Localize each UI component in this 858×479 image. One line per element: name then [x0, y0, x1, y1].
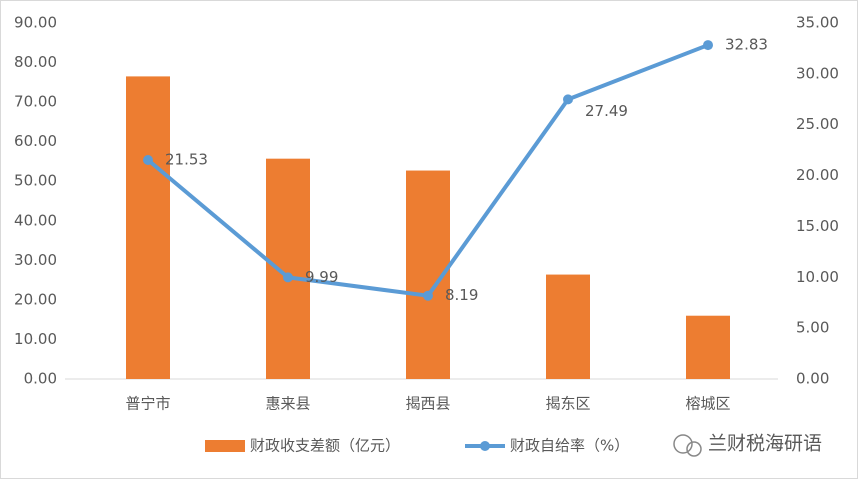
watermark-icon	[673, 434, 693, 454]
y-tick-label: 20.00	[14, 290, 57, 308]
y2-tick-label: 15.00	[796, 217, 839, 235]
watermark: 兰财税海研语	[708, 433, 822, 455]
y-tick-label: 90.00	[14, 14, 57, 32]
legend-swatch	[480, 441, 490, 451]
legend-swatch	[205, 440, 245, 452]
y-tick-label: 80.00	[14, 53, 57, 71]
y-tick-label: 30.00	[14, 251, 57, 269]
x-tick-label: 揭西县	[405, 395, 450, 413]
y2-tick-label: 25.00	[796, 115, 839, 133]
bar	[266, 158, 310, 379]
y2-tick-label: 30.00	[796, 64, 839, 82]
line-point	[563, 94, 573, 105]
x-tick-label: 榕城区	[685, 395, 730, 413]
bar	[546, 274, 590, 379]
y2-tick-label: 20.00	[796, 166, 839, 184]
y2-tick-label: 5.00	[796, 319, 829, 337]
y-tick-label: 10.00	[14, 330, 57, 348]
data-label: 9.99	[305, 268, 338, 286]
legend-label: 财政自给率（%）	[510, 437, 629, 455]
y-tick-label: 50.00	[14, 172, 57, 190]
line-point	[143, 155, 153, 166]
y-tick-label: 0.00	[24, 370, 57, 388]
line-point	[283, 272, 293, 283]
bar	[686, 315, 730, 379]
data-label: 27.49	[585, 102, 628, 120]
data-label: 32.83	[725, 36, 768, 54]
watermark-icon	[686, 441, 702, 457]
data-label: 8.19	[445, 286, 478, 304]
legend-label: 财政收支差额（亿元）	[250, 437, 400, 455]
y-tick-label: 70.00	[14, 93, 57, 111]
line-point	[703, 40, 713, 51]
data-label: 21.53	[165, 151, 208, 169]
x-tick-label: 普宁市	[125, 395, 170, 413]
y-tick-label: 60.00	[14, 132, 57, 150]
y2-tick-label: 0.00	[796, 370, 829, 388]
x-tick-label: 惠来县	[265, 395, 310, 413]
y2-tick-label: 35.00	[796, 14, 839, 32]
y2-tick-label: 10.00	[796, 268, 839, 286]
y-tick-label: 40.00	[14, 211, 57, 229]
bar	[126, 76, 170, 380]
line-point	[423, 290, 433, 301]
x-tick-label: 揭东区	[545, 395, 590, 413]
